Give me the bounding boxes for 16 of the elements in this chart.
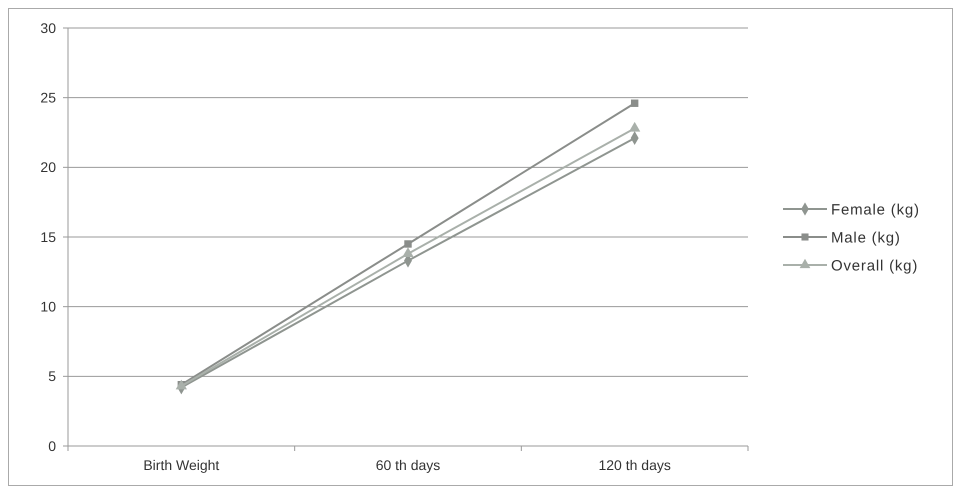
x-tick-label: Birth Weight [143,457,220,473]
y-tick-label: 15 [40,228,56,245]
point [402,247,414,257]
y-tick-label: 5 [48,368,56,384]
y-tick-label: 0 [48,438,56,454]
y-tick-label: 25 [40,90,56,106]
y-tick-label: 10 [40,298,56,315]
y-tick-label: 30 [40,20,56,36]
point [629,122,640,132]
legend-label: Male (kg) [831,229,901,246]
y-tick-label: 20 [40,159,56,176]
x-tick-label: 60 th days [376,457,440,473]
legend-label: Female (kg) [831,201,920,218]
legend-label: Overall (kg) [831,257,918,274]
x-tick-label: 120 th days [598,457,671,473]
point [630,100,638,107]
